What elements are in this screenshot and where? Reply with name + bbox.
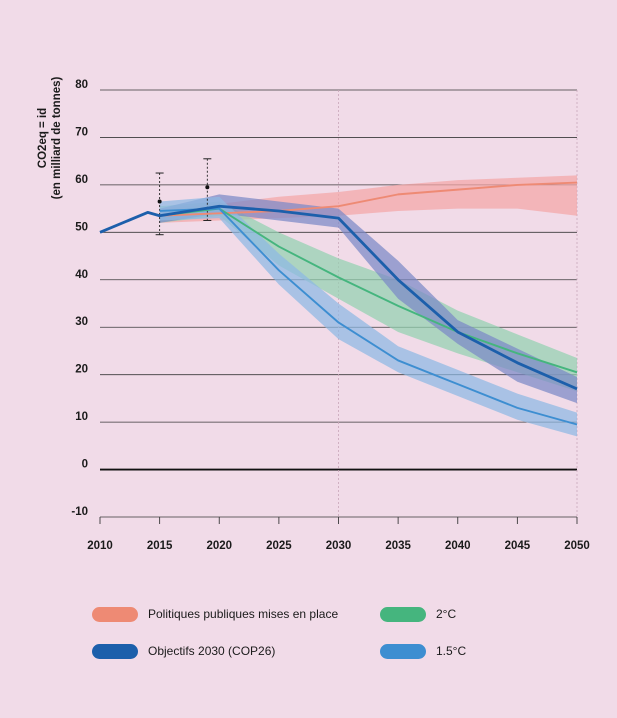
y-axis-ticks: 80 70 60 50 40 30 20 10 0 -10: [71, 79, 88, 518]
objectifs-2030-cop26-band: [159, 194, 577, 404]
error-bar-point: [205, 185, 210, 190]
politiques-publiques-mises-en-place-line: [159, 181, 578, 217]
2-c-line: [159, 207, 578, 374]
error-bars: [155, 158, 212, 236]
legend-swatch: [92, 607, 138, 622]
legend-swatch: [380, 607, 426, 622]
legend-label: 1.5°C: [436, 644, 466, 658]
legend-swatch: [380, 644, 426, 659]
y-axis-label: CO2eq = id: [37, 108, 49, 168]
x-tick-label: 2015: [147, 540, 173, 552]
x-tick-label: 2040: [445, 540, 471, 552]
1-5-c-line: [159, 207, 578, 426]
x-tick-label: 2050: [564, 540, 590, 552]
y-axis-label-sub: (en milliard de tonnes): [51, 76, 63, 199]
x-axis-ticks: 2010 2015 2020 2025 2030 2035 2040 2045 2050: [87, 517, 590, 552]
legend-label: 2°C: [436, 607, 456, 621]
x-tick-label: 2045: [505, 540, 531, 552]
legend: Politiques publiques mises en place 2°C Ob…: [92, 607, 466, 659]
series-lines: [99, 181, 578, 426]
x-tick-label: 2010: [87, 540, 113, 552]
y-tick-label: 40: [75, 269, 88, 281]
y-tick-label: 60: [75, 174, 88, 186]
y-tick-label: 50: [75, 221, 88, 233]
x-tick-label: 2020: [206, 540, 232, 552]
y-tick-label: 0: [82, 459, 88, 471]
y-tick-label: 80: [75, 79, 88, 91]
legend-label: Objectifs 2030 (COP26): [148, 644, 275, 658]
y-tick-label: 20: [75, 364, 88, 376]
y-tick-label: 30: [75, 316, 88, 328]
error-bar-point: [157, 199, 162, 204]
x-tick-label: 2030: [326, 540, 352, 552]
y-tick-label: 70: [75, 126, 88, 138]
x-tick-label: 2035: [385, 540, 411, 552]
1-5-c-band: [159, 196, 577, 437]
x-tick-label: 2025: [266, 540, 292, 552]
objectifs-2030-cop26-line: [99, 204, 578, 391]
legend-swatch: [92, 644, 138, 659]
legend-label: Politiques publiques mises en place: [148, 607, 338, 621]
y-tick-label: -10: [71, 506, 88, 518]
y-tick-label: 10: [75, 411, 88, 423]
